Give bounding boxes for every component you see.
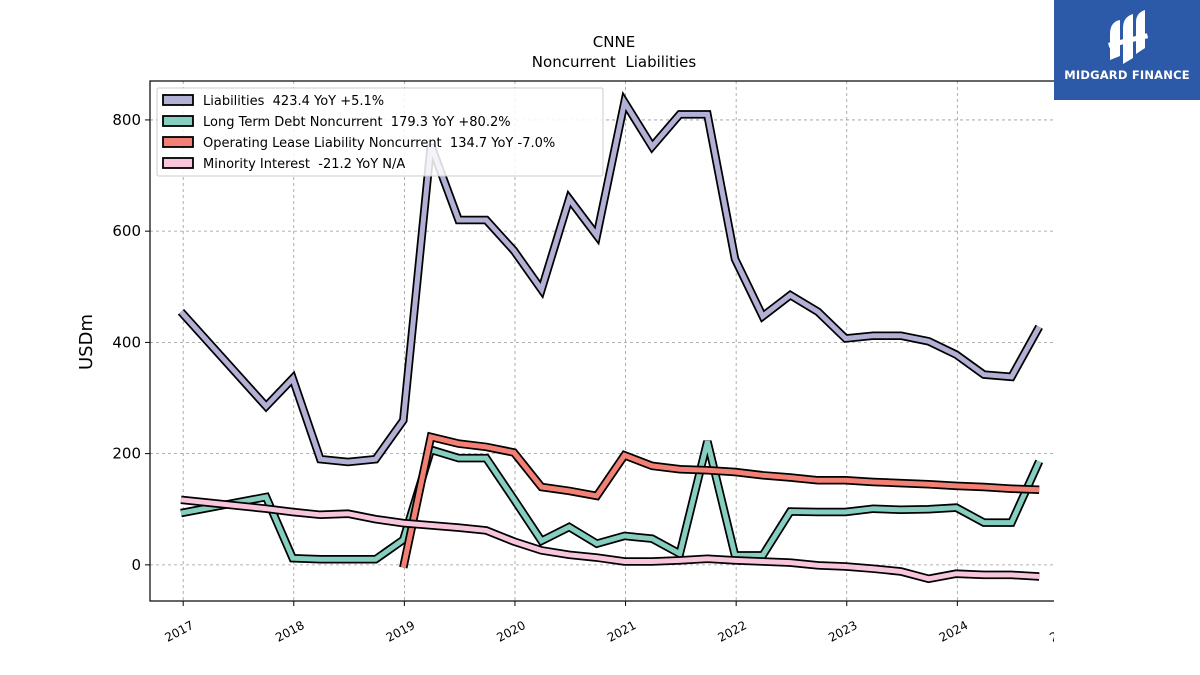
plot-area-frame	[149, 80, 1054, 602]
chart-subtitle: Noncurrent Liabilities	[532, 53, 697, 71]
legend-swatch	[162, 136, 194, 148]
legend: Liabilities 423.4 YoY +5.1% Long Term Deb…	[156, 87, 604, 177]
legend-swatch	[162, 115, 194, 127]
x-tick-label: 2025	[1047, 618, 1054, 645]
x-tick-label: 2017	[163, 618, 197, 645]
series-1	[177, 90, 1043, 467]
x-tick-label: 2023	[826, 618, 860, 645]
series-4	[180, 495, 1040, 584]
legend-label: Liabilities 423.4 YoY +5.1%	[203, 94, 384, 109]
chart-title: CNNE	[593, 33, 635, 51]
x-tick-label: 2020	[494, 618, 528, 645]
y-tick-label: 600	[112, 222, 141, 240]
legend-label: Long Term Debt Noncurrent 179.3 YoY +80.…	[203, 115, 511, 130]
x-tick-label: 2018	[273, 618, 307, 645]
logo-text: MIDGARD FINANCE	[1064, 68, 1190, 82]
legend-label: Minority Interest -21.2 YoY N/A	[203, 157, 405, 172]
series-line	[179, 95, 1042, 465]
line-chart: CNNE Noncurrent Liabilities USDm 0 200 400…	[76, 33, 1054, 645]
y-tick-label: 400	[112, 333, 141, 351]
midgard-logo-icon	[1108, 10, 1149, 64]
series-2	[180, 440, 1044, 564]
series-layer	[177, 90, 1044, 584]
series-line	[180, 497, 1040, 582]
x-tick-label: 2024	[937, 618, 971, 645]
x-tick-label: 2022	[716, 618, 750, 645]
series-line	[400, 433, 1040, 569]
x-tick-label: 2019	[384, 618, 418, 645]
legend-box	[156, 87, 604, 177]
y-axis-label: USDm	[76, 314, 97, 370]
legend-swatch	[162, 157, 194, 169]
midgard-finance-logo: MIDGARD FINANCE	[1054, 0, 1200, 100]
series-line	[180, 440, 1042, 562]
y-tick-label: 0	[131, 556, 141, 574]
legend-swatch	[162, 94, 194, 106]
y-tick-label: 200	[112, 445, 141, 463]
legend-label: Operating Lease Liability Noncurrent 134…	[203, 136, 555, 151]
x-axis: 2017 2018 2019 2020 2021 2022 2023 2024 2025	[163, 601, 1054, 645]
y-tick-label: 800	[112, 111, 141, 129]
y-axis: 0 200 400 600 800	[112, 111, 150, 574]
series-3	[399, 431, 1040, 569]
x-tick-label: 2021	[605, 618, 639, 645]
